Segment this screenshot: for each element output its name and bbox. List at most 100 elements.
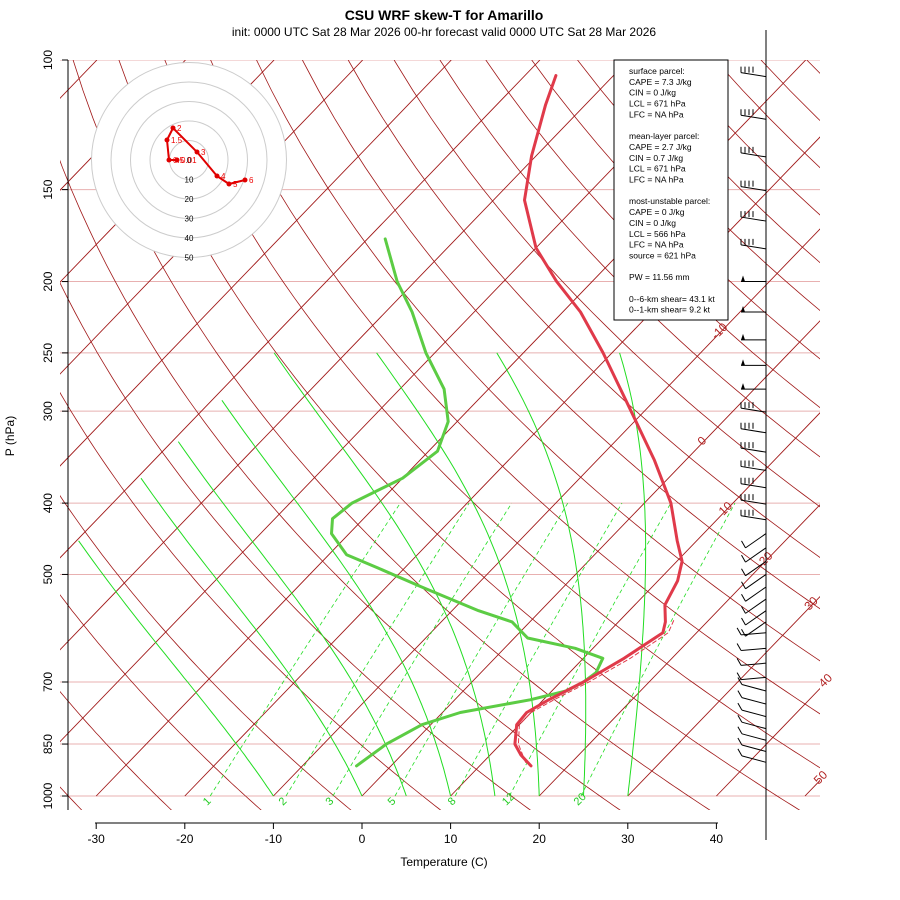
wind-barb	[736, 643, 742, 651]
mixing-ratio-line	[509, 502, 672, 797]
sounding-profiles	[330, 74, 684, 768]
wind-barbs	[736, 30, 767, 840]
dry-adiabat	[302, 60, 820, 610]
wind-barb	[741, 676, 767, 681]
wind-barb	[737, 690, 743, 698]
temperature-line	[513, 74, 684, 768]
hodograph-point-label: 6	[249, 176, 254, 185]
mixing-ratio-line	[394, 502, 569, 797]
wind-barb	[736, 627, 742, 636]
wind-barb	[740, 483, 767, 489]
isotherm-line	[450, 412, 820, 797]
x-tick-label: 30	[621, 832, 635, 846]
info-box-line: LFC = NA hPa	[629, 175, 684, 185]
info-box-line: LCL = 671 hPa	[629, 99, 686, 109]
wind-barb	[737, 748, 743, 757]
info-box-line: CIN = 0.7 J/kg	[629, 153, 683, 163]
dry-adiabat	[60, 391, 442, 810]
wind-barb	[745, 574, 767, 590]
info-box-line: CAPE = 2.7 J/kg	[629, 142, 692, 152]
info-box-line: source = 621 hPa	[629, 250, 696, 260]
hodograph-point-label: 4	[221, 172, 226, 181]
x-tick-label: 40	[710, 832, 724, 846]
hodograph-point-label: 0.01	[181, 156, 197, 165]
hodograph-point	[194, 149, 200, 155]
dry-adiabat	[60, 282, 531, 810]
wind-barb	[741, 306, 745, 313]
wind-barb	[741, 606, 746, 614]
wind-barb	[741, 554, 746, 563]
hodograph-ring-label: 30	[185, 215, 194, 224]
isotherm-line	[60, 60, 452, 467]
dry-adiabat	[439, 60, 820, 458]
moist-adiabat	[496, 352, 587, 797]
hodograph-point	[214, 173, 220, 179]
wind-barb	[740, 152, 767, 158]
isotherm-label: 0	[695, 433, 710, 448]
dry-adiabat	[210, 60, 820, 715]
isotherm-line	[716, 687, 820, 797]
isotherm-line	[60, 60, 541, 559]
info-box-line: LCL = 566 hPa	[629, 229, 686, 239]
dry-adiabat	[714, 60, 820, 169]
info-box-line: LFC = NA hPa	[629, 109, 684, 119]
wind-barb	[741, 275, 745, 282]
info-box-line: 0--6-km shear= 43.1 kt	[629, 294, 715, 304]
y-tick-label: 200	[41, 271, 55, 291]
dry-adiabat	[256, 60, 820, 662]
wind-barb	[741, 568, 746, 576]
isotherm-label: -10	[708, 320, 730, 342]
info-box-line: surface parcel:	[629, 66, 685, 76]
info-box-frame	[613, 59, 729, 321]
axes: -100102030405010015020025030040050070085…	[41, 50, 835, 846]
x-tick-label: 20	[533, 832, 547, 846]
x-tick-label: 0	[359, 832, 366, 846]
moist-adiabat	[221, 400, 452, 797]
wind-barb	[736, 658, 742, 666]
wind-barb	[740, 499, 767, 505]
dry-adiabat	[60, 690, 172, 810]
dry-adiabat	[72, 60, 711, 810]
wind-barb	[741, 709, 767, 718]
wind-barb	[740, 114, 767, 120]
y-tick-label: 300	[41, 401, 55, 421]
hodograph-point	[170, 125, 176, 131]
hodograph-point	[226, 181, 232, 187]
info-box-line: CAPE = 7.3 J/kg	[629, 77, 692, 87]
info-box-line: PW = 11.56 mm	[629, 272, 690, 282]
info-box-line: most-unstable parcel:	[629, 196, 710, 206]
dry-adiabat	[60, 594, 262, 810]
wind-barb	[741, 581, 746, 590]
wind-barb	[740, 428, 767, 434]
dry-adiabat	[164, 60, 820, 769]
wind-barb	[741, 744, 767, 752]
hodograph-ring	[110, 81, 268, 239]
y-tick-label: 500	[41, 564, 55, 584]
dry-adiabat	[118, 60, 801, 810]
x-tick-label: -20	[176, 832, 194, 846]
wind-barb	[740, 407, 767, 413]
hodograph-ring	[149, 120, 229, 200]
hodograph-ring	[91, 62, 287, 258]
wind-barb	[740, 515, 767, 521]
wind-barb	[741, 755, 767, 763]
y-tick-label: 100	[41, 50, 55, 70]
hodograph-point	[166, 157, 172, 163]
y-tick-label: 850	[41, 734, 55, 754]
mixing-ratio-line	[332, 502, 513, 797]
hodograph-point-label: 0.5	[173, 156, 185, 165]
moist-adiabat	[177, 441, 407, 797]
hodograph-point-label: 1.5	[171, 136, 183, 145]
dry-adiabat	[760, 60, 820, 122]
wind-barb	[745, 547, 767, 563]
info-box-line: 0--1-km shear= 9.2 kt	[629, 305, 711, 315]
wind-barb	[745, 598, 767, 614]
isotherm-line	[184, 136, 820, 797]
hodograph-point-label: 2	[177, 124, 182, 133]
isobars	[60, 60, 820, 797]
moist-adiabat	[140, 477, 363, 797]
wind-barb	[741, 617, 746, 626]
mixing-ratio-line	[209, 502, 401, 797]
x-tick-label: -30	[88, 832, 106, 846]
